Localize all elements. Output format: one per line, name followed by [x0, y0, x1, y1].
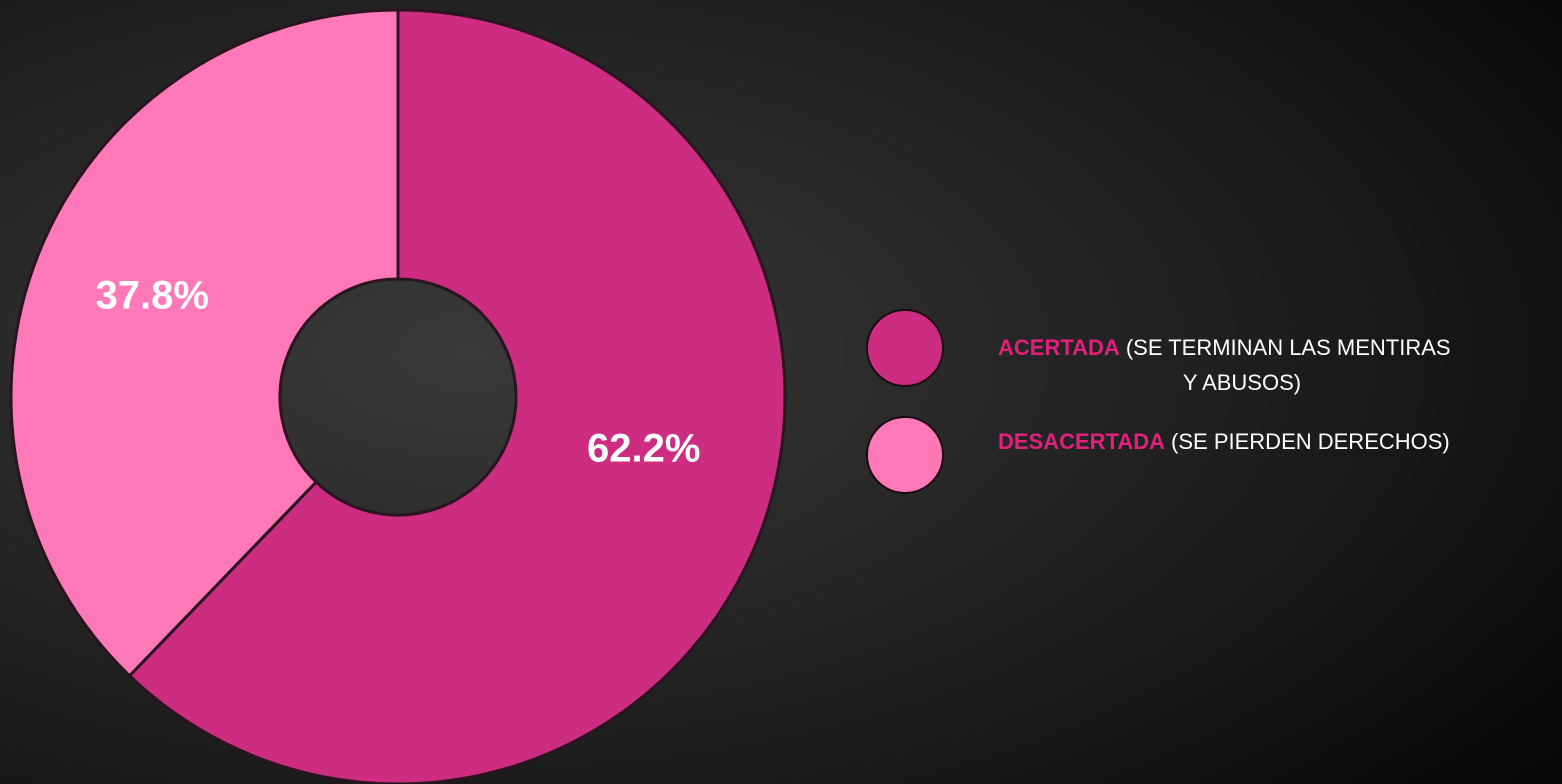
- slice: [9, 8, 400, 678]
- legend-name: ACERTADA: [998, 335, 1120, 360]
- legend-swatch: [866, 416, 944, 494]
- legend-label: ACERTADA (SE TERMINAN LAS MENTIRAS: [998, 335, 1451, 360]
- legend-description: (SE TERMINAN LAS MENTIRAS: [1126, 335, 1451, 360]
- legend: ACERTADA (SE TERMINAN LAS MENTIRAS Y ABUSO…: [866, 309, 1451, 494]
- labels: 62.2% 37.8%: [96, 273, 701, 470]
- value-label: 37.8%: [96, 273, 209, 317]
- legend-name: DESACERTADA: [998, 429, 1165, 454]
- legend-swatch: [866, 309, 944, 387]
- value-label: 62.2%: [587, 427, 700, 471]
- legend-label: DESACERTADA (SE PIERDEN DERECHOS): [998, 429, 1450, 454]
- legend-description: (SE PIERDEN DERECHOS): [1171, 429, 1450, 454]
- legend-description: Y ABUSOS): [1183, 370, 1301, 395]
